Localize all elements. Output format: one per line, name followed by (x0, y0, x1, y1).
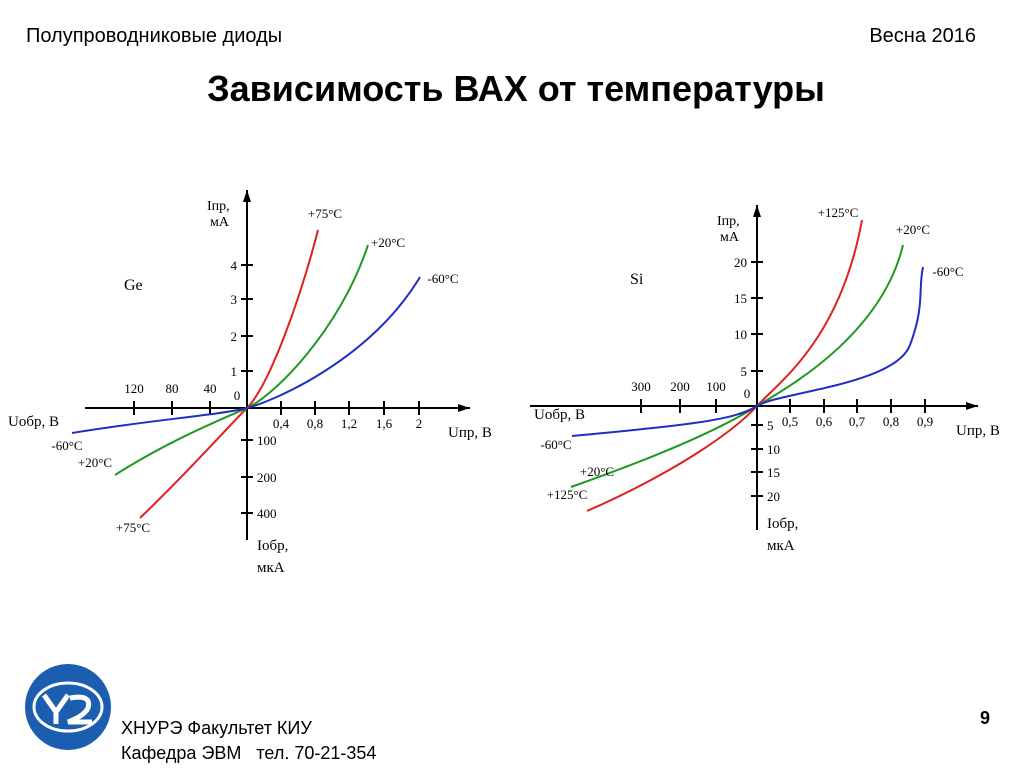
tick-label: 0,8 (883, 414, 899, 429)
tick-label: 0,9 (917, 414, 933, 429)
department: Кафедра ЭВМ тел. 70-21-354 (121, 743, 376, 763)
curve-label: -60°C (51, 438, 82, 453)
tick-label: 0,8 (307, 416, 323, 431)
tick-label: 3 (231, 292, 238, 307)
axis-label: мкА (767, 538, 795, 554)
tick-label: 4 (231, 258, 238, 273)
curve (139, 229, 319, 519)
curve (570, 244, 904, 488)
axis-label: Iпр, (207, 199, 230, 214)
curve-label: -60°C (427, 271, 458, 286)
tick-label: 1 (231, 364, 238, 379)
tick-label: 0,5 (782, 414, 798, 429)
curve-label: +75°C (308, 206, 342, 221)
axis-label: мА (210, 215, 230, 230)
tick-label: 1,6 (376, 416, 393, 431)
tick-label: 10 (734, 327, 747, 342)
material: Ge (124, 277, 143, 294)
term: Весна 2016 (869, 25, 976, 47)
tick-label: 2 (231, 329, 238, 344)
tick-label: 80 (166, 381, 179, 396)
curve-label: +75°C (116, 520, 150, 535)
tick-label: 300 (631, 379, 651, 394)
subject: Полупроводниковые диоды (26, 25, 282, 47)
curve (71, 276, 421, 434)
logo (25, 664, 111, 750)
axis-label: Uобр, В (8, 414, 59, 430)
axis-label: Uобр, В (534, 407, 585, 423)
tick-label: 0,7 (849, 414, 866, 429)
tick-label: 400 (257, 506, 277, 521)
curve (586, 219, 863, 512)
university: ХНУРЭ Факультет КИУ (121, 718, 312, 738)
tick-label: 20 (767, 489, 780, 504)
tick-label: 1,2 (341, 416, 357, 431)
arrow (243, 190, 470, 412)
axis-label: мкА (257, 560, 285, 576)
curve-label: -60°C (932, 264, 963, 279)
origin: 0 (234, 388, 241, 403)
axis-label: Iобр, (257, 538, 288, 554)
curve-label: +125°C (818, 205, 859, 220)
tick-label: 10 (767, 442, 780, 457)
axis-label: Iпр, (717, 214, 740, 229)
axis-label: мА (720, 230, 740, 245)
slide-title: Зависимость ВАХ от температуры (207, 68, 825, 109)
tick-label: 100 (706, 379, 726, 394)
tick-label: 5 (741, 364, 748, 379)
tick-label: 15 (767, 465, 780, 480)
curve (571, 266, 924, 437)
tick-label: 2 (416, 416, 423, 431)
tick-label: 15 (734, 291, 747, 306)
curve-label: -60°C (540, 437, 571, 452)
axis-label: Iобр, (767, 516, 798, 532)
curve-label: +125°C (547, 487, 588, 502)
axis-label: Uпр, В (956, 423, 1000, 439)
arrow (753, 205, 978, 410)
origin: 0 (744, 386, 751, 401)
page-number: 9 (980, 708, 990, 728)
tick-label: 200 (670, 379, 690, 394)
tick-label: 0,4 (273, 416, 290, 431)
tick-label: 0,6 (816, 414, 833, 429)
curve-label: +20°C (371, 235, 405, 250)
curve-label: +20°C (78, 455, 112, 470)
tick-label: 100 (257, 433, 277, 448)
curve-label: +20°C (580, 464, 614, 479)
tick-label: 5 (767, 418, 774, 433)
material: Si (630, 271, 644, 288)
tick-label: 200 (257, 470, 277, 485)
tick-label: 120 (124, 381, 144, 396)
axis-label: Uпр, В (448, 425, 492, 441)
tick-label: 20 (734, 255, 747, 270)
tick-label: 40 (204, 381, 217, 396)
curve-label: +20°C (896, 222, 930, 237)
